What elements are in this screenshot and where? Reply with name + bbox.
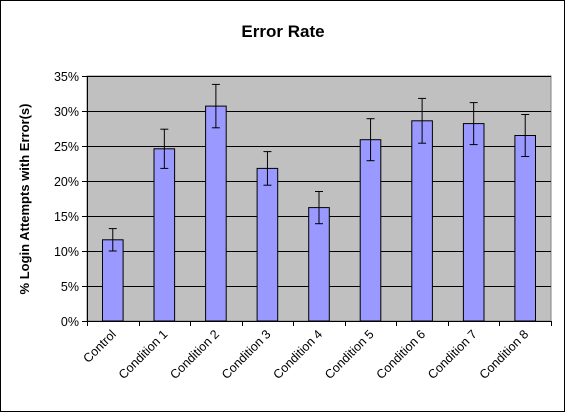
error-bar (315, 191, 323, 225)
bar (308, 207, 330, 322)
bar (462, 123, 485, 322)
y-tick-label: 0% (61, 315, 79, 329)
x-tick-label: Condition 5 (322, 327, 377, 382)
y-tick-label: 25% (54, 140, 79, 154)
bar (359, 139, 382, 322)
error-bar (263, 151, 272, 186)
bar (205, 105, 227, 322)
y-tick-labels: 0% 5% 10% 15% 20% 25% 30% 35% (54, 70, 79, 329)
x-tick-label: Condition 8 (477, 327, 532, 382)
x-tick-label: Condition 4 (270, 327, 325, 382)
y-tick-label: 10% (54, 245, 79, 259)
bar (514, 135, 537, 322)
x-tick-label: Condition 3 (219, 327, 274, 382)
bar (256, 167, 279, 322)
x-tick-label: Condition 1 (116, 327, 171, 382)
error-bar (160, 128, 169, 169)
y-tick-label: 20% (54, 175, 79, 189)
error-bar (366, 118, 375, 162)
error-bars (108, 83, 530, 252)
bar (411, 120, 433, 322)
error-bar (418, 97, 427, 144)
bar (153, 148, 176, 322)
y-tick-label: 15% (54, 210, 79, 224)
chart-title: Error Rate (241, 22, 324, 41)
y-tick-label: 35% (54, 70, 79, 84)
y-tick-label: 5% (61, 280, 79, 294)
y-axis-label: % Login Attempts with Error(s) (17, 104, 32, 295)
x-tick-label: Condition 6 (374, 327, 429, 382)
bar (102, 239, 124, 322)
error-bar (211, 83, 220, 129)
x-tick-label: Condition 2 (167, 327, 222, 382)
error-bar (108, 228, 117, 252)
axes (82, 76, 552, 326)
error-bar (521, 114, 530, 157)
x-tick-label: Condition 7 (425, 327, 480, 382)
x-tick-label: Control (81, 327, 119, 365)
error-bar (469, 102, 478, 146)
y-tick-label: 30% (54, 105, 79, 119)
